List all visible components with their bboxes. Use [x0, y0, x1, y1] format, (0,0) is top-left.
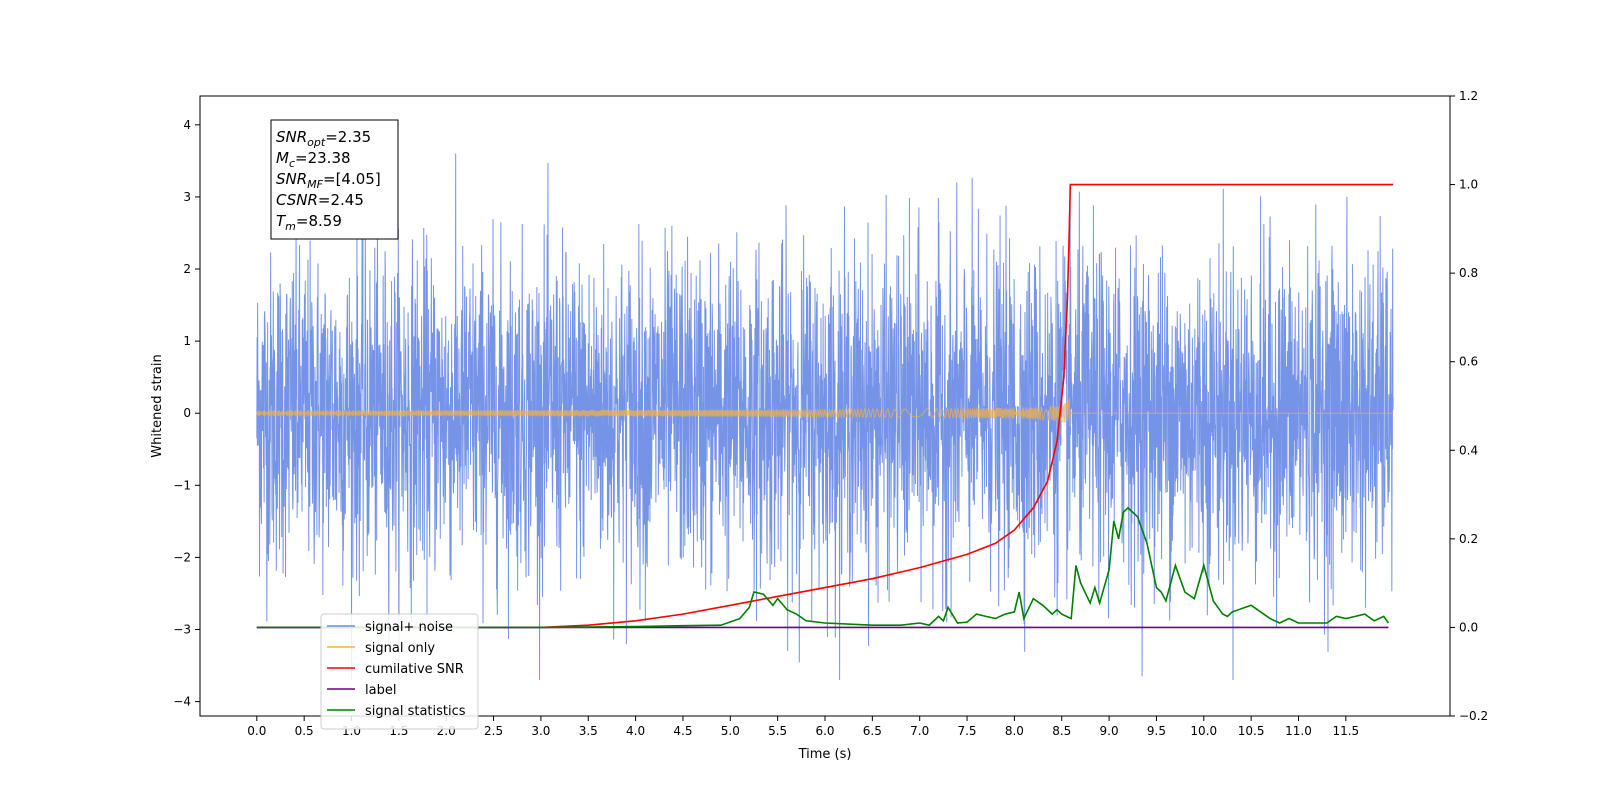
annotation-line: Mc=23.38: [276, 149, 351, 170]
y2-tick-label: 0.2: [1459, 532, 1478, 546]
y2-tick-label: 1.0: [1459, 178, 1478, 192]
y-tick-label: 1: [183, 334, 191, 348]
x-tick-label: 8.0: [1005, 724, 1024, 738]
y2-tick-label: 0.8: [1459, 266, 1478, 280]
x-tick-label: 10.0: [1190, 724, 1217, 738]
x-tick-label: 2.5: [484, 724, 503, 738]
legend-entry-label: signal only: [365, 641, 435, 656]
metrics-annotation-box: SNRopt=2.35Mc=23.38SNRMF=[4.05]CSNR=2.45…: [270, 119, 399, 240]
x-axis-label: Time (s): [798, 747, 852, 762]
y-tick-label: −4: [173, 695, 191, 709]
y-tick-label: −2: [173, 550, 191, 564]
x-tick-label: 4.5: [673, 724, 692, 738]
annotation-line: SNRopt=2.35: [276, 128, 371, 149]
y-tick-label: 4: [183, 118, 191, 132]
y-tick-label: 2: [183, 262, 191, 276]
y-axis-label: Whitened strain: [150, 354, 165, 457]
legend-entry-label: signal+ noise: [365, 620, 453, 635]
x-tick-label: 3.5: [579, 724, 598, 738]
x-tick-label: 9.5: [1147, 724, 1166, 738]
series-signal-noise: [256, 153, 1394, 680]
y-tick-label: −1: [173, 478, 191, 492]
y-tick-label: 0: [183, 406, 191, 420]
x-tick-label: 7.5: [957, 724, 976, 738]
series-signal-statistics: [256, 506, 1390, 629]
x-tick-label: 0.0: [247, 724, 266, 738]
y2-tick-label: 0.4: [1459, 443, 1478, 457]
y2-tick-label: −0.2: [1459, 709, 1488, 723]
x-tick-label: 4.0: [626, 724, 645, 738]
x-tick-label: 5.0: [721, 724, 740, 738]
x-tick-label: 8.5: [1052, 724, 1071, 738]
y2-tick-label: 0.6: [1459, 355, 1478, 369]
series-signal-only: [256, 397, 1394, 427]
annotation-line: SNRMF=[4.05]: [276, 170, 381, 191]
x-tick-label: 9.0: [1100, 724, 1119, 738]
y-axis-right: −0.2 0.0 0.2 0.4 0.6 0.8 1.0 1.2: [1450, 89, 1488, 723]
x-tick-label: 11.0: [1285, 724, 1312, 738]
annotation-line: CSNR=2.45: [276, 191, 364, 209]
y-tick-label: −3: [173, 622, 191, 636]
x-tick-label: 11.5: [1332, 724, 1359, 738]
x-tick-label: 3.0: [531, 724, 550, 738]
y-axis-left: −4 −3 −2 −1 0 1 2 3 4: [173, 118, 200, 709]
x-tick-label: 10.5: [1238, 724, 1265, 738]
y2-tick-label: 0.0: [1459, 620, 1478, 634]
x-axis: 0.0 0.5 1.0 1.5 2.0 2.5 3.0 3.5 4.0 4.5 5.0 5.5 6.0 6…: [247, 716, 1359, 738]
x-tick-label: 7.0: [910, 724, 929, 738]
y-tick-label: 3: [183, 190, 191, 204]
annotation-frame: [270, 119, 399, 240]
legend-entry-label: signal statistics: [365, 704, 466, 719]
x-tick-label: 6.5: [863, 724, 882, 738]
annotation-line: Tm=8.59: [276, 212, 342, 233]
legend-entry-label: label: [365, 683, 396, 698]
x-tick-label: 6.0: [815, 724, 834, 738]
y2-tick-label: 1.2: [1459, 89, 1478, 103]
legend-frame: [320, 613, 479, 730]
legend: signal+ noise signal only cumilative SNR la…: [320, 613, 479, 730]
legend-entry-label: cumilative SNR: [365, 662, 464, 677]
x-tick-label: 5.5: [768, 724, 787, 738]
x-tick-label: 0.5: [295, 724, 314, 738]
series-cumilative-snr: [256, 183, 1394, 629]
